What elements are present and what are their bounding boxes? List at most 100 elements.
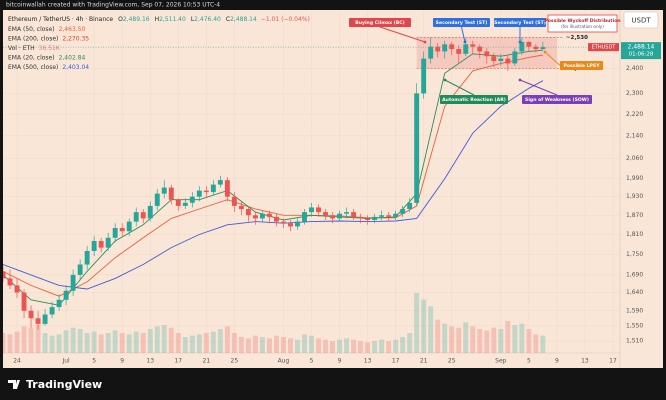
volume-bar — [224, 326, 230, 353]
volume-bar — [400, 337, 406, 353]
candle-body — [182, 202, 188, 206]
candle-body — [428, 46, 434, 59]
volume-bar — [309, 335, 314, 353]
indicator-legend: EMA (500, close) 2,403.04 — [8, 64, 89, 71]
indicator-legend: EMA (20, close) 2,402.84 — [8, 54, 85, 61]
y-tick-label: 1,750 — [626, 251, 643, 258]
volume-bar — [484, 330, 490, 353]
candle-body — [175, 199, 181, 206]
x-tick-label: 17 — [174, 358, 182, 365]
annotation-arrow — [379, 26, 426, 43]
currency-box[interactable] — [623, 11, 659, 29]
x-tick-label: 13 — [146, 358, 154, 365]
indicator-value: 2,403.04 — [62, 64, 89, 71]
indicator-name: EMA (50, close) — [8, 26, 55, 33]
volume-bar — [337, 339, 342, 353]
x-tick-label: 5 — [527, 358, 531, 365]
indicator-value: 2,463.50 — [59, 26, 86, 33]
volume-bar — [105, 333, 111, 353]
volume-bar — [393, 339, 399, 353]
volume-bar — [252, 335, 258, 353]
annotation-box — [440, 95, 508, 104]
volume-bar — [168, 327, 174, 353]
annotation-box — [433, 18, 490, 27]
candle-body — [56, 299, 62, 308]
candle-body — [140, 212, 146, 219]
x-tick-label: 13 — [581, 358, 589, 365]
candle-body — [147, 205, 153, 219]
ohlc-value: 2,489.16 — [123, 16, 150, 23]
y-tick-label: 1,690 — [626, 271, 643, 278]
indicator-legend: Vol · ETH 36.51K — [8, 45, 61, 52]
volume-bar — [161, 325, 167, 353]
annotation-arrow — [519, 79, 558, 96]
candle-body — [273, 216, 279, 222]
candle-body — [259, 213, 265, 219]
volume-bar — [449, 326, 455, 353]
plot-area — [3, 10, 620, 353]
candle-body — [168, 187, 174, 200]
symbol-tag — [588, 43, 619, 52]
candle-body — [393, 213, 399, 217]
volume-bar — [49, 335, 55, 353]
x-tick-label: 9 — [555, 358, 559, 365]
candle-body — [3, 271, 6, 279]
candle-body — [77, 264, 83, 275]
volume-bar — [498, 329, 504, 353]
volume-bar — [126, 334, 132, 353]
volume-bar — [316, 338, 321, 353]
volume-bar — [56, 334, 62, 353]
logo-text: TradingView — [26, 378, 102, 391]
candle-body — [344, 212, 350, 214]
y-tick-label: 1,510 — [626, 338, 643, 345]
annotation-arrow-head — [463, 40, 467, 44]
candle-body — [435, 46, 441, 52]
candle-body — [442, 44, 448, 52]
ohlc-label: O — [118, 16, 123, 23]
candle-body — [63, 290, 69, 300]
candle-body — [224, 180, 230, 197]
volume-bar — [273, 335, 279, 353]
candle-body — [456, 49, 462, 54]
indicator-value: 36.51K — [39, 45, 61, 52]
volume-bar — [147, 329, 153, 353]
volume-bar — [182, 337, 188, 353]
candle-body — [337, 213, 342, 219]
ohlc-value: 2,488.14 — [230, 16, 257, 23]
x-tick-label: 5 — [92, 358, 96, 365]
candle-body — [14, 285, 20, 293]
candle-body — [119, 228, 125, 232]
x-tick-label: Sep — [495, 358, 507, 365]
x-tick-label: 9 — [338, 358, 342, 365]
y-tick-label: 2,060 — [626, 155, 643, 162]
candle-body — [400, 209, 406, 214]
candle-body — [463, 44, 469, 54]
volume-bar — [456, 327, 462, 353]
x-tick-label: 17 — [392, 358, 400, 365]
indicator-name: EMA (200, close) — [8, 35, 58, 42]
note-box — [547, 14, 618, 33]
y-tick-label: 2,300 — [626, 90, 643, 97]
indicator-name: EMA (500, close) — [8, 64, 58, 71]
chart-panel — [3, 10, 663, 368]
indicator-name: EMA (20, close) — [8, 54, 55, 61]
currency[interactable]: USDT — [631, 17, 651, 25]
volume-bar — [210, 331, 216, 353]
volume-bar — [407, 333, 413, 353]
candle-body — [91, 241, 97, 251]
range-high-label: ~2,530 — [566, 35, 588, 41]
x-tick-label: 5 — [310, 358, 314, 365]
volume-bar — [119, 333, 125, 353]
volume-bar — [140, 333, 146, 353]
y-tick-label: 1,930 — [626, 193, 643, 200]
x-tick-label: 21 — [203, 358, 211, 365]
note-title: Possible Wyckoff Distribution — [544, 18, 620, 24]
x-tick-label: 17 — [609, 358, 617, 365]
candle-body — [288, 223, 293, 227]
candle-body — [407, 202, 413, 210]
y-tick-label: 1,640 — [626, 289, 643, 296]
candle-body — [365, 218, 371, 221]
indicator-value: 2,402.84 — [59, 54, 86, 61]
candle-body — [505, 58, 511, 64]
